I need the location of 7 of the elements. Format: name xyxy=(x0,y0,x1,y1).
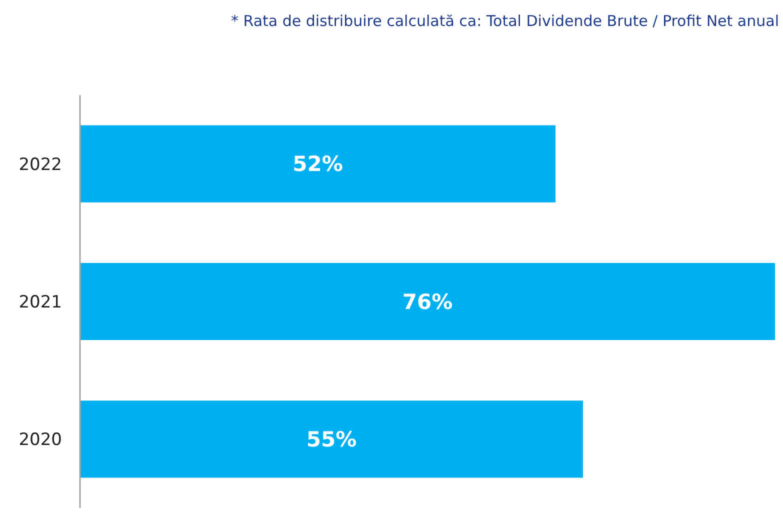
data-label: 76% xyxy=(402,290,453,314)
data-label: 55% xyxy=(306,428,357,452)
y-tick-label: 2022 xyxy=(18,154,62,175)
y-tick-label: 2021 xyxy=(18,292,62,312)
data-label: 52% xyxy=(292,152,343,176)
y-tick-label: 2020 xyxy=(18,430,62,450)
text: * Rata de distribuire calculată ca: Total Dividende Brute / Profit Net anual xyxy=(230,12,779,30)
